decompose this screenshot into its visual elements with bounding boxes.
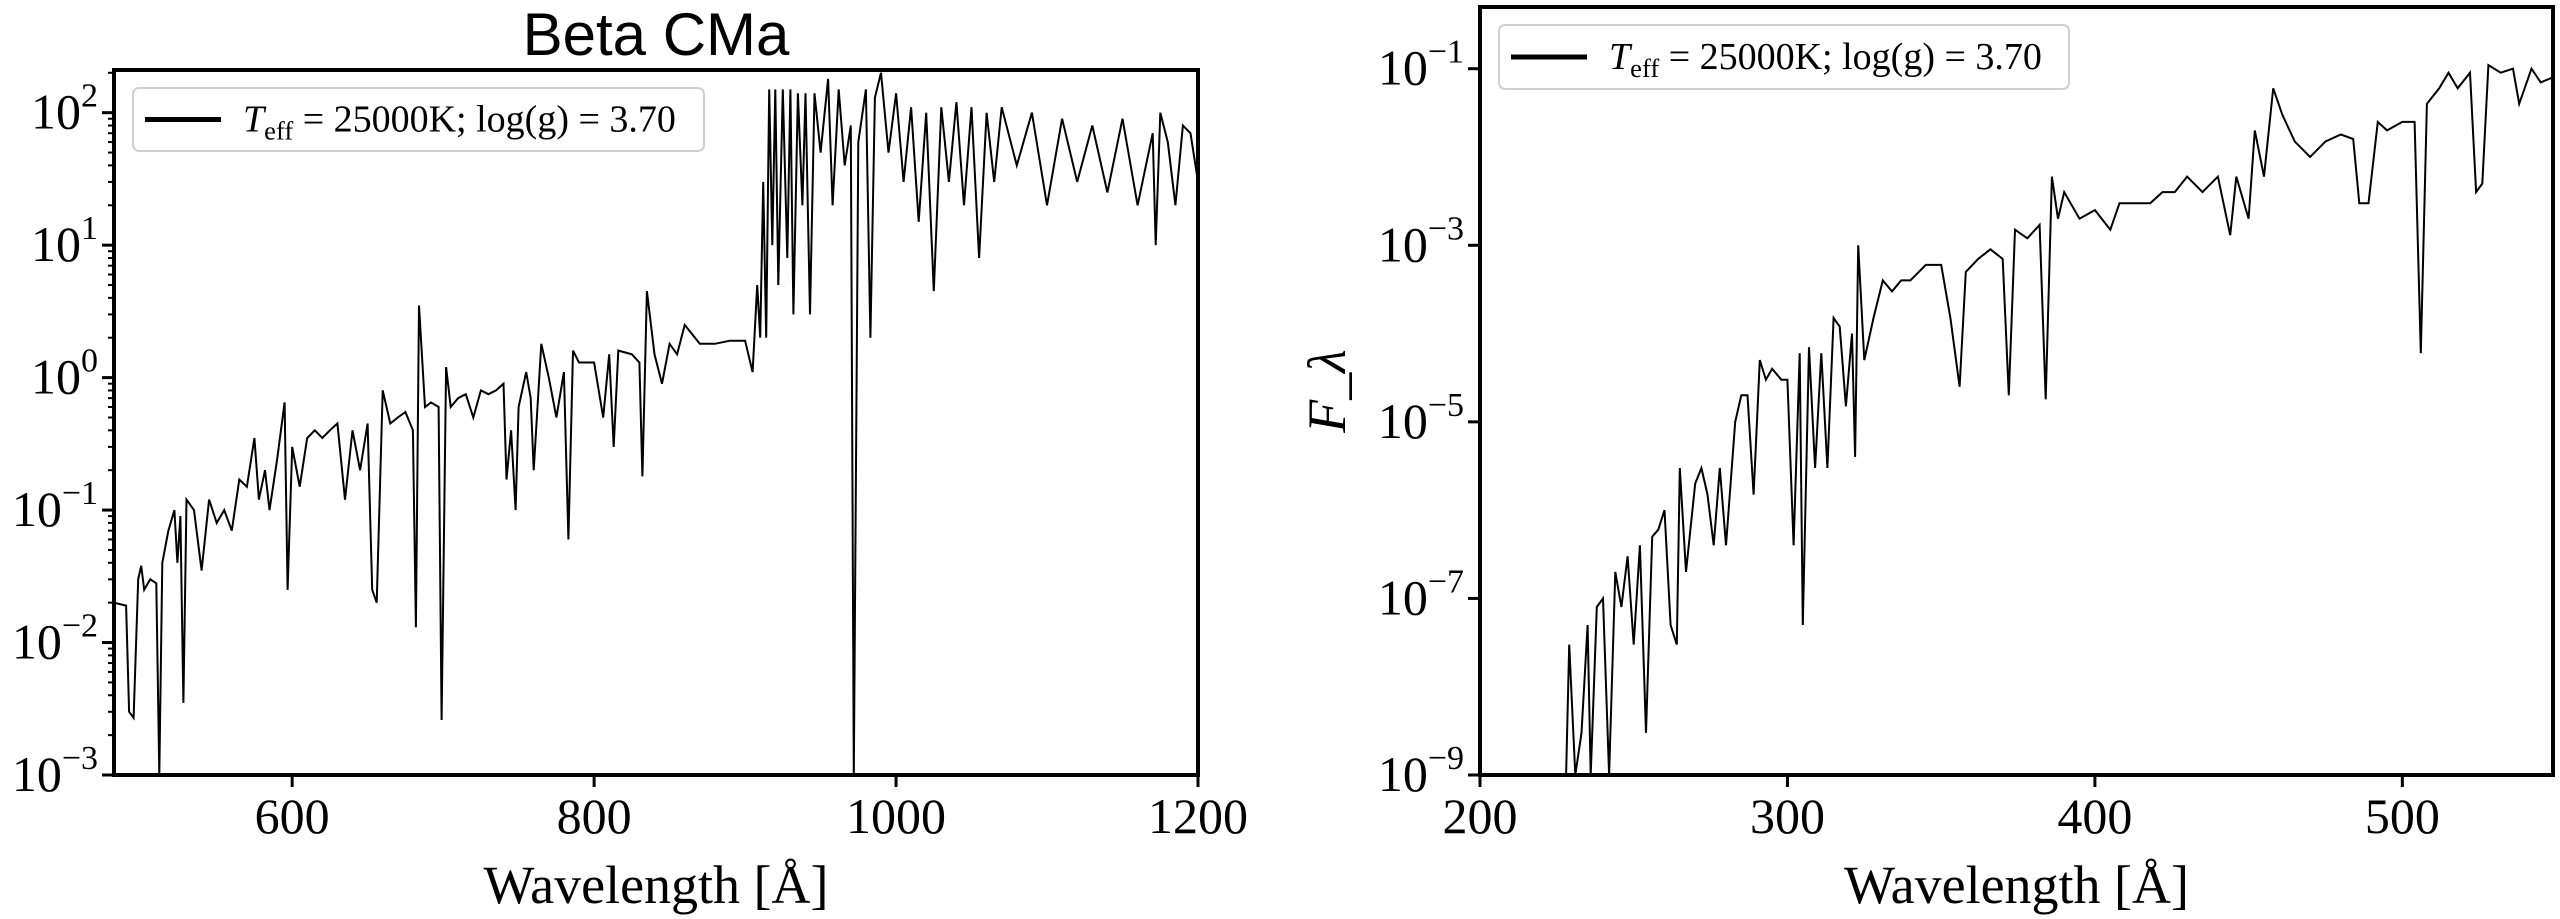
x-tick-label: 1200 — [1148, 788, 1248, 844]
legend-label: Teff = 25000K; log(g) = 3.70 — [243, 99, 676, 146]
y-tick-label: 100 — [31, 343, 98, 405]
x-tick-label: 400 — [2057, 788, 2132, 844]
y-tick-label: 10−3 — [12, 740, 98, 802]
y-tick-label: 10−1 — [1378, 34, 1464, 96]
legend: Teff = 25000K; log(g) = 3.70 — [132, 87, 705, 152]
y-tick-label: 10−5 — [1378, 387, 1464, 449]
y-tick-label: 101 — [31, 210, 98, 272]
y-tick-label: 10−2 — [12, 608, 98, 670]
x-tick-label: 1000 — [846, 788, 946, 844]
x-tick-label: 300 — [1750, 788, 1825, 844]
x-tick-label: 800 — [557, 788, 632, 844]
legend: Teff = 25000K; log(g) = 3.70 — [1498, 24, 2070, 90]
x-axis-label: Wavelength [Å] — [483, 855, 828, 915]
legend-box — [1498, 24, 2070, 90]
legend-label: Teff = 25000K; log(g) = 3.70 — [1609, 36, 2042, 83]
y-tick-label: 10−9 — [1378, 740, 1464, 802]
y-tick-label: 102 — [31, 78, 98, 140]
left-spectrum-plot: 600 800 1000 1200 10−3 10−2 10−1 100 101 102 Wavel… — [12, 68, 1248, 915]
x-axis-label: Wavelength [Å] — [1844, 855, 2189, 915]
y-tick-label: 10−7 — [1378, 563, 1464, 625]
x-tick-label: 200 — [1443, 788, 1518, 844]
y-tick-label: 10−1 — [12, 475, 98, 537]
spectrum-line — [114, 72, 1198, 775]
chart-title: Beta CMa — [523, 1, 790, 68]
right-spectrum-plot: 200 300 400 500 10−9 10−7 10−5 10−3 10−1 Waveleng… — [1378, 5, 2555, 915]
spectrum-line — [1565, 63, 2553, 775]
y-tick-label: 10−3 — [1378, 210, 1464, 272]
y-axis-label: F_λ — [1297, 349, 1357, 433]
x-tick-label: 600 — [255, 788, 330, 844]
x-tick-label: 500 — [2365, 788, 2440, 844]
axes-frame — [1478, 5, 2555, 777]
axes-frame — [112, 68, 1200, 777]
legend-box — [132, 87, 705, 152]
